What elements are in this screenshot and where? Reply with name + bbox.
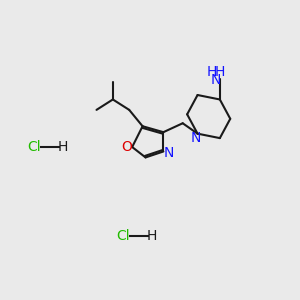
Text: N: N xyxy=(164,146,174,160)
Text: O: O xyxy=(122,140,132,154)
Text: N: N xyxy=(211,73,221,87)
Text: Cl: Cl xyxy=(116,229,130,243)
Text: H: H xyxy=(207,65,217,79)
Text: N: N xyxy=(191,131,201,145)
Text: Cl: Cl xyxy=(27,140,41,154)
Text: H: H xyxy=(146,229,157,243)
Text: H: H xyxy=(215,65,225,79)
Text: H: H xyxy=(57,140,68,154)
